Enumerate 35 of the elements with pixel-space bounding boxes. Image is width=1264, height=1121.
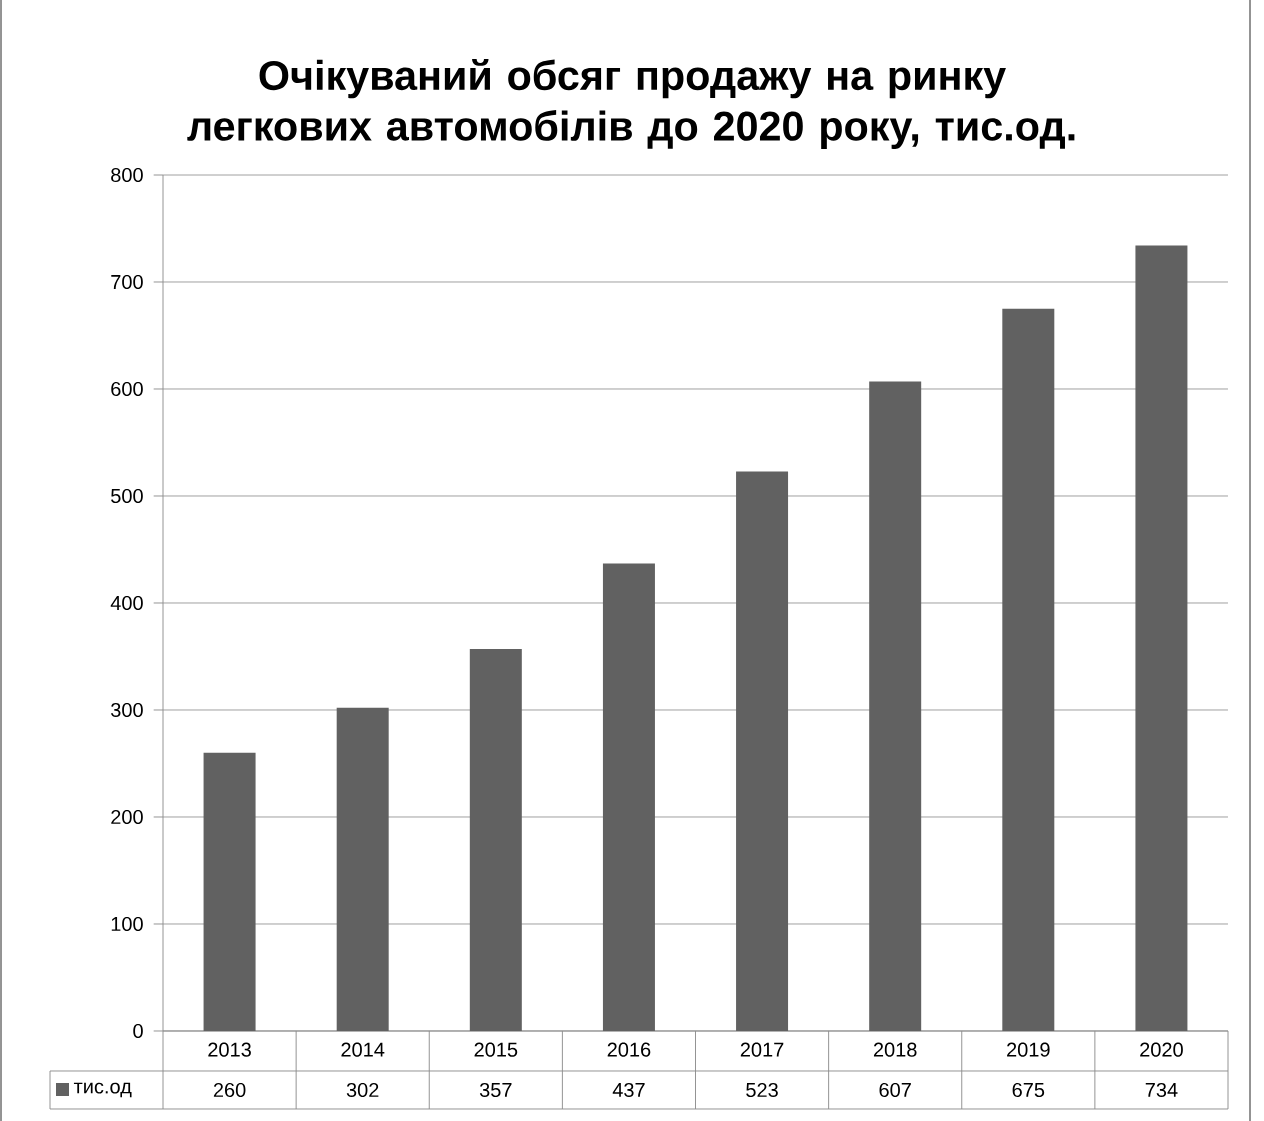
data-label: 523 [746,1082,778,1098]
bar [336,707,389,1031]
y-tick-label: 0 [133,1023,143,1039]
data-label: 302 [346,1082,379,1098]
bar [1135,245,1188,1031]
x-tick-label: 2020 [1140,1042,1183,1057]
x-tick-label: 2019 [1007,1042,1050,1057]
bar [203,752,256,1031]
x-tick-label: 2013 [208,1042,251,1057]
data-label: 607 [879,1082,911,1098]
y-tick-label: 600 [111,381,143,397]
bar [469,649,522,1031]
data-label: 437 [612,1082,645,1098]
y-tick-label: 800 [111,167,143,183]
y-tick-label: 400 [110,595,143,611]
bar [869,381,922,1031]
y-tick-label: 200 [111,809,143,825]
bar [602,563,655,1031]
chart-title: Очікуваний обсяг продажу на ринку легкових автомобілів до 2020 року, тис.од. [187,58,1075,149]
x-tick-label: 2015 [474,1042,518,1057]
data-label: 734 [1145,1082,1178,1098]
data-label: 357 [479,1082,512,1098]
y-tick-label: 500 [111,488,143,504]
bar [736,471,789,1031]
y-tick-label: 300 [111,702,143,718]
legend-label: тис.од [73,1082,132,1098]
x-tick-label: 2017 [740,1042,784,1057]
data-label: 675 [1012,1082,1045,1098]
x-tick-label: 2016 [607,1042,651,1057]
x-tick-label: 2014 [341,1042,385,1057]
x-tick-label: 2018 [873,1042,917,1057]
bar [1002,308,1055,1031]
data-label: 260 [213,1082,246,1098]
y-tick-label: 700 [111,274,143,290]
y-tick-label: 100 [111,916,143,932]
